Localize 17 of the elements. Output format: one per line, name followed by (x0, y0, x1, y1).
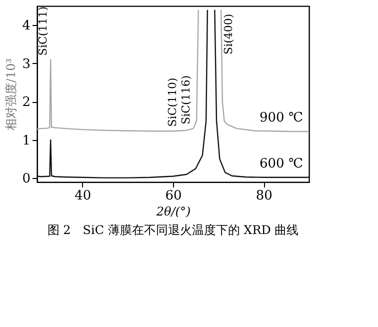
y-tick-label: 1 (22, 133, 30, 148)
x-tick-label: 80 (256, 188, 272, 204)
annotation: SiC(110) (166, 78, 179, 127)
annotation: SiC(111) (36, 6, 50, 56)
y-tick-label: 2 (22, 95, 30, 110)
annotation: SiC(116) (179, 75, 192, 124)
series-label: 900 ℃ (260, 110, 303, 126)
x-axis-title: 2θ/(°) (155, 204, 191, 218)
text: 图 2 SiC 薄膜在不同退火温度下的 XRD 曲线 (47, 223, 299, 237)
y-tick-label: 4 (22, 18, 30, 34)
x-tick-label: 60 (165, 188, 182, 204)
series-label: 600 ℃ (260, 156, 303, 172)
annotation: Si(400) (222, 14, 236, 54)
y-axis-title: 相对强度/10³ (4, 58, 18, 131)
y-tick-label: 3 (22, 56, 30, 72)
y-tick-label: 0 (22, 172, 30, 187)
x-tick-label: 40 (74, 188, 92, 204)
